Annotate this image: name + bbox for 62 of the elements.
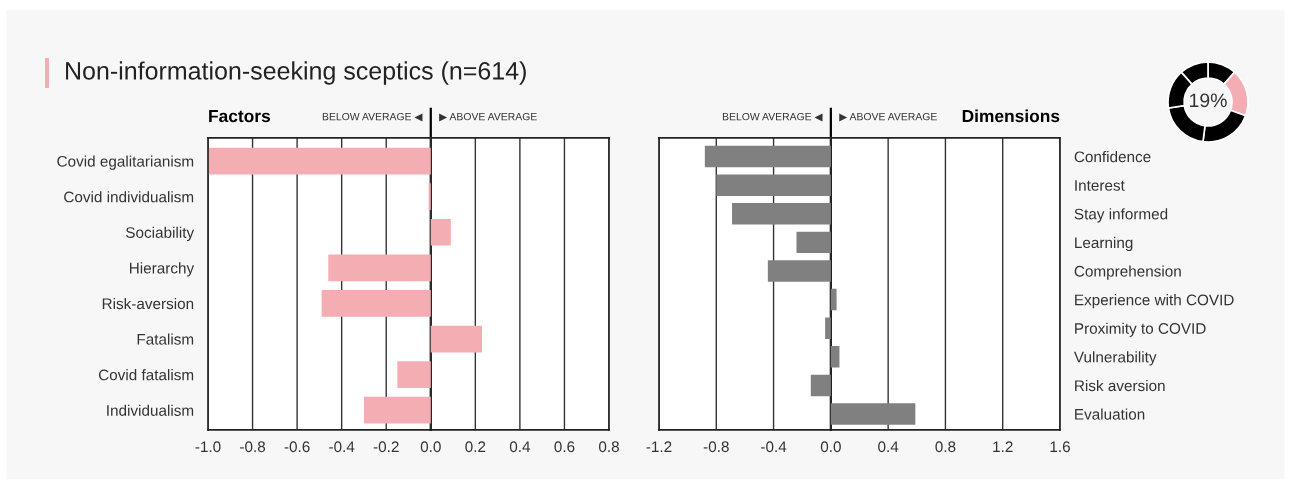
x-tick-label: -0.8 — [703, 441, 729, 453]
text: 19% — [1190, 93, 1227, 108]
y-tick-label: Covid fatalism — [98, 369, 194, 381]
y-tick-label: Covid individualism — [64, 191, 194, 203]
y-tick-label: Hierarchy — [130, 262, 195, 277]
bar — [321, 290, 431, 317]
bar — [397, 361, 431, 388]
bar — [767, 260, 831, 282]
bar — [430, 325, 483, 353]
text: ▶ ABOVE AVERAGE — [439, 112, 537, 122]
y-tick-label: Proximity to COVID — [1075, 322, 1206, 337]
x-tick-label: -0.2 — [373, 441, 399, 453]
y-tick-label: Evaluation — [1075, 408, 1145, 420]
bar — [328, 254, 431, 282]
y-tick-label: Risk-aversion — [102, 297, 194, 310]
y-tick-label: Experience with COVID — [1075, 294, 1234, 309]
text: BELOW AVERAGE ◀ — [722, 112, 823, 122]
text: BELOW AVERAGE ◀ — [322, 112, 423, 122]
bar — [830, 288, 837, 311]
y-tick-label: Fatalism — [137, 333, 194, 345]
x-tick-label: 0.4 — [878, 441, 899, 453]
bar — [825, 317, 831, 339]
x-tick-label: -1.2 — [646, 441, 672, 452]
x-tick-label: -0.4 — [761, 441, 787, 453]
bar — [363, 396, 431, 424]
bar — [732, 203, 831, 225]
bar — [430, 218, 451, 246]
bar — [796, 231, 831, 254]
bar — [208, 147, 431, 175]
bar — [428, 183, 431, 211]
y-tick-label: Interest — [1075, 180, 1125, 191]
y-tick-label: Vulnerability — [1073, 351, 1157, 366]
y-tick-label: Comprehension — [1074, 265, 1181, 280]
x-tick-label: 0.4 — [509, 441, 531, 453]
x-tick-label: -0.8 — [240, 441, 266, 453]
x-tick-label: 0.0 — [420, 441, 441, 453]
y-tick-label: Individualism — [107, 404, 194, 416]
x-tick-label: -1.0 — [195, 441, 221, 453]
y-tick-label: Stay informed — [1074, 208, 1168, 223]
text: ▶ ABOVE AVERAGE — [839, 112, 937, 122]
bar — [830, 403, 916, 425]
bar — [810, 374, 831, 397]
y-tick-label: Learning — [1075, 236, 1133, 252]
chart-title: Non-information-seeking sceptics (n=614) — [66, 61, 526, 85]
x-tick-label: 0.6 — [554, 441, 575, 453]
y-axis-title: Dimensions — [962, 109, 1060, 123]
y-tick-label: Covid egalitarianism — [57, 155, 194, 170]
y-tick-label: Sociability — [126, 226, 195, 241]
bar — [830, 346, 840, 368]
x-tick-label: -0.6 — [284, 441, 310, 453]
x-tick-label: 0.2 — [465, 441, 486, 453]
x-tick-label: 1.6 — [1050, 441, 1070, 453]
bar — [704, 145, 831, 168]
x-tick-label: 0.0 — [820, 441, 841, 453]
y-tick-label: Risk aversion — [1075, 379, 1165, 392]
x-tick-label: -0.4 — [329, 441, 355, 453]
bar — [716, 174, 831, 196]
x-tick-label: 0.8 — [598, 441, 619, 453]
y-tick-label: Confidence — [1074, 151, 1151, 163]
y-axis-title: Factors — [209, 110, 270, 123]
x-tick-label: 1.2 — [993, 441, 1013, 452]
x-tick-label: 0.8 — [935, 441, 956, 453]
